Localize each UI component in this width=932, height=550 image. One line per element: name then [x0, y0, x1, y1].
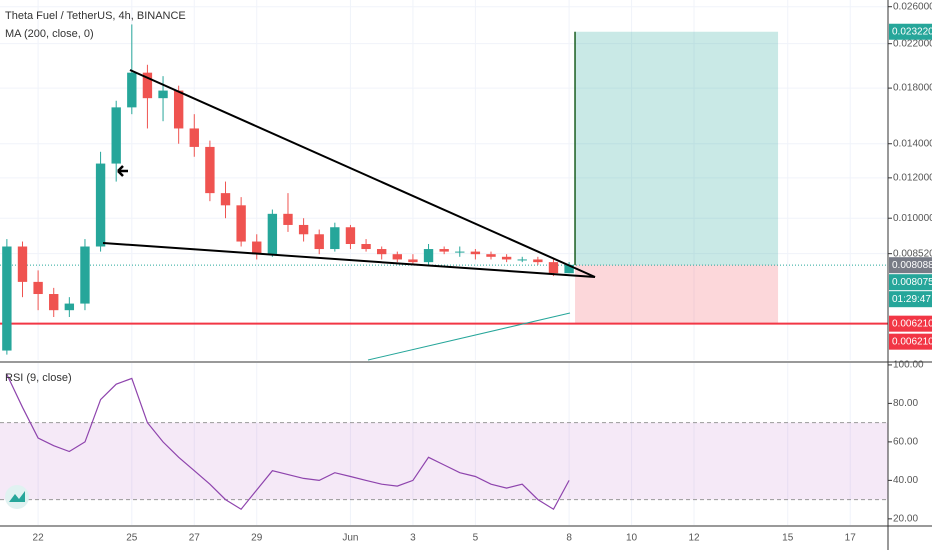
candle-body — [548, 262, 559, 274]
x-tick-label: 12 — [688, 533, 700, 544]
candle-body — [95, 163, 106, 247]
x-tick-label: Jun — [342, 533, 358, 544]
entry-label: 0.008088 — [892, 260, 932, 271]
candle-body — [158, 90, 168, 99]
candle-body — [408, 259, 418, 263]
stop-label: 0.006210 — [892, 336, 932, 347]
candle-body — [252, 241, 262, 255]
candle-body — [2, 246, 12, 351]
entry-label-bg — [889, 257, 932, 274]
rsi-line — [6, 374, 570, 511]
x-tick-label: 3 — [410, 533, 416, 544]
x-tick-label: 17 — [845, 533, 857, 544]
candle-body — [267, 213, 278, 255]
x-tick-label: 25 — [126, 533, 138, 544]
candle-body — [423, 249, 434, 263]
trend-line-upper — [129, 69, 596, 278]
last-price-label: 0.008075 — [892, 277, 932, 288]
candle-body — [361, 244, 371, 250]
y-tick-label: 80.00 — [893, 398, 918, 409]
hline-label: 0.006210 — [892, 318, 932, 329]
y-tick-label: 0.014000 — [893, 138, 932, 149]
candle-body — [80, 246, 90, 304]
candle-body — [455, 251, 465, 253]
y-tick-label: 0.022000 — [893, 38, 932, 49]
stop-label-bg — [889, 333, 932, 350]
x-tick-label: 22 — [33, 533, 45, 544]
candle-body — [189, 128, 199, 147]
candle-body — [173, 90, 184, 129]
trend-line-teal — [367, 312, 571, 361]
candle-body — [298, 224, 309, 235]
trend-line-lower — [102, 242, 596, 278]
target-label: 0.023220 — [892, 26, 932, 37]
logo — [5, 485, 29, 509]
candle-body — [501, 256, 512, 260]
chart-subtitle: MA (200, close, 0) — [5, 28, 94, 40]
candle-body — [64, 303, 75, 311]
candle-body — [330, 227, 340, 250]
x-tick-label: 10 — [626, 533, 638, 544]
candle-body — [142, 72, 153, 99]
y-tick-label: 0.008520 — [893, 248, 932, 259]
x-tick-label: 5 — [473, 533, 479, 544]
x-tick-label: 29 — [251, 533, 263, 544]
y-tick-label: 100.00 — [893, 360, 924, 371]
candle-body — [17, 246, 28, 282]
chart-title: Theta Fuel / TetherUS, 4h, BINANCE — [5, 10, 186, 22]
x-tick-label: 8 — [566, 533, 572, 544]
candle-body — [314, 234, 324, 250]
candle-body — [236, 205, 246, 242]
candle-body — [439, 249, 449, 252]
last-price-label-bg — [889, 274, 932, 291]
target-zone — [575, 31, 779, 266]
candle-body — [345, 227, 356, 245]
target-label-bg — [889, 23, 932, 40]
rsi-title: RSI (9, close) — [5, 372, 72, 384]
candle-body — [33, 281, 43, 295]
candle-body — [220, 193, 231, 206]
labels: 22 25 27 29 Jun 3 5 8 10 12 15 170.0260000.0220000.… — [33, 1, 932, 544]
y-tick-label: 0.026000 — [893, 1, 932, 12]
y-tick-label: 0.010000 — [893, 213, 932, 224]
candle-body — [283, 213, 293, 225]
rsi-band — [0, 422, 888, 500]
candle-body — [49, 294, 59, 311]
arrow-icon — [117, 165, 128, 177]
candle-body — [127, 72, 137, 108]
countdown-label: 01:29:47 — [892, 294, 931, 305]
candle-body — [486, 254, 496, 257]
stop-zone — [575, 265, 779, 324]
logo-mark — [9, 491, 25, 502]
y-tick-label: 60.00 — [893, 437, 918, 448]
y-tick-label: 20.00 — [893, 513, 918, 524]
y-tick-label: 0.012000 — [893, 172, 932, 183]
candle-body — [533, 259, 543, 263]
countdown-label-bg — [889, 291, 932, 308]
y-tick-label: 0.018000 — [893, 83, 932, 94]
marks — [0, 24, 888, 511]
candle-body — [470, 251, 481, 255]
x-tick-label: 27 — [189, 533, 201, 544]
candle-body — [111, 107, 121, 164]
candle-body — [517, 259, 527, 261]
x-tick-label: 15 — [782, 533, 794, 544]
candle-body — [377, 249, 387, 255]
candle-body — [564, 264, 574, 274]
y-tick-label: 40.00 — [893, 475, 918, 486]
candle-body — [392, 254, 402, 260]
hline-label-bg — [889, 315, 932, 332]
candle-body — [205, 146, 215, 194]
